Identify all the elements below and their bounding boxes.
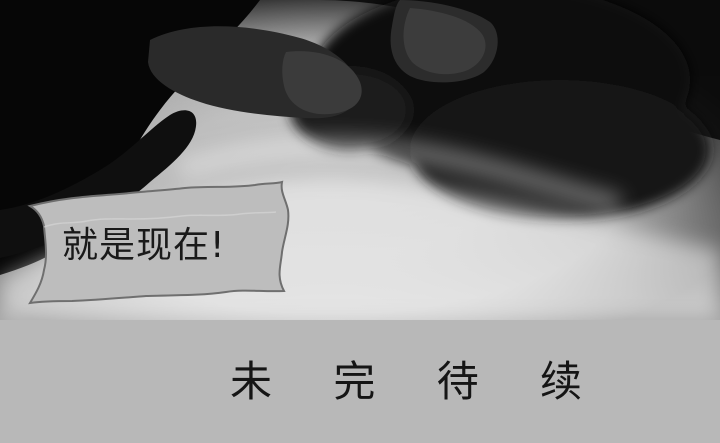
to-be-continued-text: 未 完 待 续: [230, 357, 607, 406]
footer-bar: [0, 320, 720, 443]
speech-text: 就是现在!: [62, 225, 226, 266]
panel-illustration: [0, 0, 720, 320]
comic-panel: 就是现在!: [0, 0, 720, 320]
